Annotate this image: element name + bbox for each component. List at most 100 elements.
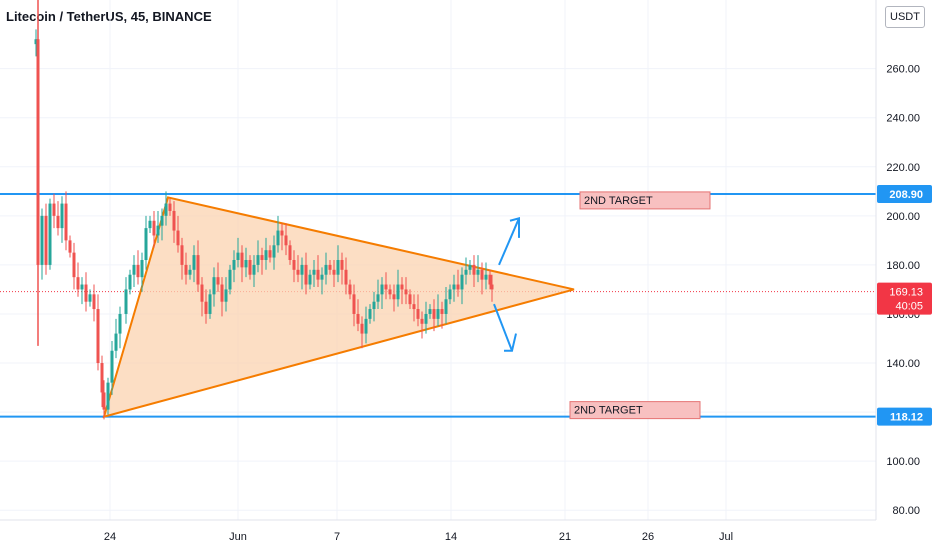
candle-body (172, 210, 176, 231)
price-tick-label: 100.00 (886, 456, 920, 468)
arrow-up-head (509, 216, 520, 238)
candle-body (160, 215, 164, 226)
candle-body (68, 240, 72, 253)
candle-body (64, 203, 68, 241)
candle-body (488, 274, 492, 285)
candle-body (96, 309, 100, 364)
candle-body (192, 255, 196, 270)
target-label: 2ND TARGET (574, 405, 643, 417)
candle-body (156, 225, 160, 236)
target-annotations: 2ND TARGET 2ND TARGET (569, 191, 711, 420)
candle-body (140, 260, 144, 278)
candle-body (80, 284, 84, 290)
candle-body (60, 203, 64, 229)
current-price-label: 169.13 (889, 287, 923, 299)
time-axis: 24 Jun 7 14 21 26 Jul (0, 519, 932, 550)
candle-body (464, 269, 468, 275)
grid (0, 0, 876, 520)
candle-body (312, 269, 316, 275)
candle-body (308, 274, 312, 285)
candle-body (106, 382, 110, 410)
candle-body (40, 215, 44, 265)
candle-body (92, 294, 96, 310)
candle-body (428, 309, 432, 314)
candle-body (304, 264, 308, 285)
candle-body (164, 203, 168, 216)
candle-body (388, 289, 392, 295)
candle-body (316, 269, 320, 280)
candle-body (152, 220, 156, 236)
candle-body (460, 274, 464, 290)
candle-body (144, 228, 148, 260)
candle-body (72, 252, 76, 278)
candle-body (240, 252, 244, 268)
price-tick-label: 220.00 (886, 162, 920, 174)
candle-body (300, 264, 304, 275)
time-tick-label: 26 (642, 531, 654, 543)
candle-body (228, 269, 232, 290)
candle-body (280, 230, 284, 236)
candle-body (396, 284, 400, 300)
candle-body (204, 301, 208, 314)
candle-body (448, 289, 452, 300)
candle-body (114, 333, 118, 351)
candle-body (260, 255, 264, 260)
candle-body (288, 245, 292, 260)
candle-body (48, 203, 52, 265)
time-tick-label: 21 (559, 531, 571, 543)
arrow-down-head (504, 333, 517, 352)
candle-body (360, 323, 364, 334)
candle-body (400, 284, 404, 290)
candle-body (100, 363, 104, 393)
candle-body (264, 250, 268, 260)
candle-body (188, 269, 192, 275)
candle-body (224, 289, 228, 302)
candle-body (444, 299, 448, 314)
arrow-up-line (498, 217, 520, 266)
candle-body (384, 284, 388, 290)
candle-body (76, 277, 80, 290)
chart-title: Litecoin / TetherUS, 45, BINANCE (6, 9, 212, 24)
candle-body (184, 264, 188, 275)
candle-body (348, 284, 352, 295)
candle-body (176, 230, 180, 246)
candle-body (408, 294, 412, 305)
candle-body (284, 235, 288, 246)
candle-body (368, 309, 372, 319)
candle-body (490, 284, 494, 290)
candle-body (320, 274, 324, 280)
breakout-arrows (493, 216, 520, 352)
price-axis-bg (876, 0, 932, 520)
candle-body (216, 277, 220, 285)
candle-body (244, 260, 248, 268)
candle-body (148, 220, 152, 229)
candle-body (336, 260, 340, 275)
candle-body (200, 284, 204, 302)
price-tick-label: 180.00 (886, 260, 920, 272)
currency-selector[interactable]: USDT (885, 6, 925, 28)
candle-body (56, 215, 60, 229)
candle-body (424, 313, 428, 324)
candle-body (118, 313, 122, 334)
candle-body (236, 252, 240, 260)
candle-body (52, 203, 56, 216)
candle-body (272, 245, 276, 258)
candle-body (452, 284, 456, 290)
candle-body (380, 284, 384, 295)
candle-body (248, 260, 252, 275)
candle-body (34, 39, 38, 45)
candle-body (376, 294, 380, 302)
candle-body (268, 250, 272, 258)
time-tick-label: 24 (104, 531, 116, 543)
price-level-badge (877, 185, 932, 204)
candle-body (180, 245, 184, 265)
triangle-shape (102, 196, 575, 419)
target-label: 2ND TARGET (584, 195, 653, 207)
candle-body (352, 294, 356, 314)
candle-body (196, 255, 200, 285)
candle-body (256, 255, 260, 265)
triangle-pattern (102, 196, 575, 419)
candle-body (472, 264, 476, 275)
candle-body (220, 284, 224, 302)
